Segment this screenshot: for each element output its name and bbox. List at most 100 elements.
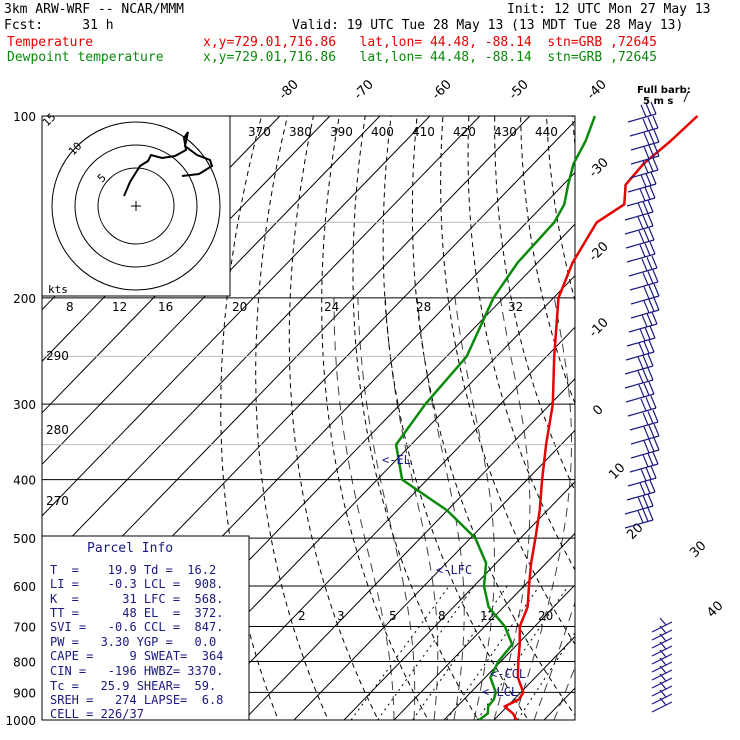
temperature-tick-label: -10 bbox=[586, 315, 612, 341]
wind-barb bbox=[629, 269, 659, 291]
wind-barb bbox=[659, 657, 667, 666]
mixing-ratio-label: 12 bbox=[480, 609, 495, 623]
wind-barb bbox=[651, 629, 673, 641]
mixing-ratio-label: 2 bbox=[298, 609, 306, 623]
isotherm bbox=[582, 103, 740, 733]
barb-legend-value: 5 m s bbox=[643, 96, 673, 107]
wind-barb bbox=[630, 297, 660, 319]
pressure-tick-label: 600 bbox=[13, 580, 36, 594]
mixing-ratio-line bbox=[350, 585, 450, 720]
temperature-tick-label: -50 bbox=[506, 77, 532, 103]
dewpoint-legend-label: Dewpoint temperature bbox=[7, 50, 164, 65]
wind-barb bbox=[625, 381, 655, 403]
wind-barb bbox=[651, 621, 673, 633]
isotherm bbox=[42, 116, 381, 466]
isotherm bbox=[42, 116, 431, 517]
dry-adiabat bbox=[352, 116, 479, 720]
wind-barb bbox=[626, 185, 656, 207]
wind-barb bbox=[630, 423, 660, 445]
wind-barb bbox=[651, 645, 673, 657]
moist-adiabat bbox=[533, 600, 575, 720]
wind-barb bbox=[630, 129, 660, 151]
pressure-tick-label: 900 bbox=[13, 686, 36, 700]
temperature-legend-label: Temperature bbox=[7, 35, 94, 50]
theta-label: 390 bbox=[330, 125, 353, 139]
plot-frame bbox=[41, 115, 576, 721]
temperature-tick-label: -30 bbox=[586, 155, 612, 181]
wind-barb bbox=[659, 681, 667, 690]
moist-adiabat-label: 32 bbox=[508, 300, 523, 314]
barb-legend-title: Full barb: bbox=[637, 85, 691, 96]
parcel-row: SVI = -0.6 CCL = 847. bbox=[50, 620, 223, 634]
pressure-tick-label: 700 bbox=[13, 620, 36, 634]
model-title: 3km ARW-WRF -- NCAR/MMM bbox=[4, 2, 185, 17]
hodograph: 5 10 15 kts bbox=[40, 111, 231, 297]
parcel-row: SREH = 274 LAPSE= 6.8 bbox=[50, 693, 223, 707]
dry-adiabat bbox=[255, 116, 329, 720]
temperature-tick-label: 20 bbox=[624, 521, 646, 543]
theta-label: 400 bbox=[371, 125, 394, 139]
moist-adiabat bbox=[454, 297, 495, 720]
sounding-profiles bbox=[394, 115, 699, 722]
isotherm bbox=[543, 687, 575, 720]
wind-barbs bbox=[624, 101, 673, 713]
dewpoint-profile bbox=[394, 115, 597, 722]
moist-adiabat-label: 24 bbox=[324, 300, 339, 314]
temperature-tick-label: 40 bbox=[704, 599, 726, 621]
temperature-tick-label: -20 bbox=[586, 239, 612, 265]
wind-barb bbox=[659, 697, 667, 706]
parcel-row: Tc = 25.9 SHEAR= 59. bbox=[50, 679, 216, 693]
dry-adiabat bbox=[520, 116, 575, 405]
hodo-speed-label: 8 bbox=[66, 300, 74, 314]
parcel-row: PW = 3.30 YGP = 0.0 bbox=[50, 635, 216, 649]
mixing-ratio-label: 20 bbox=[538, 609, 553, 623]
hodograph-trace bbox=[123, 131, 214, 197]
wind-barb bbox=[659, 649, 667, 658]
mixing-ratio-label: 5 bbox=[389, 609, 397, 623]
wind-barb bbox=[651, 677, 673, 689]
wind-barb bbox=[630, 437, 660, 459]
mixing-ratio-line bbox=[377, 585, 475, 720]
theta-label-left: 280 bbox=[46, 423, 69, 437]
isotherm bbox=[343, 481, 575, 720]
temperature-tick-label: -70 bbox=[351, 77, 377, 103]
dry-adiabat bbox=[321, 116, 429, 720]
isotherm bbox=[42, 116, 481, 569]
wind-barb bbox=[626, 325, 656, 347]
parcel-row: CELL = 226/37 bbox=[50, 707, 144, 721]
theta-label-left: 290 bbox=[46, 349, 69, 363]
wind-barb bbox=[628, 255, 658, 277]
dry-adiabat bbox=[650, 116, 740, 733]
dry-adiabat bbox=[571, 116, 575, 149]
wind-barb bbox=[659, 641, 667, 650]
wind-barb bbox=[625, 339, 655, 361]
moist-adiabat-lines bbox=[333, 297, 575, 720]
lfc-marker: <-LFC bbox=[436, 563, 472, 577]
parcel-row: T = 19.9 Td = 16.2 bbox=[50, 563, 216, 577]
wind-barb bbox=[624, 367, 654, 389]
wind-barb bbox=[659, 617, 667, 626]
dry-adiabat bbox=[624, 116, 740, 733]
moist-adiabat bbox=[416, 297, 465, 720]
pressure-tick-label: 1000 bbox=[5, 714, 36, 728]
wind-barb bbox=[629, 409, 659, 431]
parcel-row: TT = 48 EL = 372. bbox=[50, 606, 223, 620]
wind-barb bbox=[627, 171, 657, 193]
mixing-ratio-label: 8 bbox=[438, 609, 446, 623]
wind-barb bbox=[659, 633, 667, 642]
wind-barb bbox=[651, 693, 673, 705]
parcel-row: CAPE = 9 SWEAT= 364 bbox=[50, 649, 223, 663]
wind-barb bbox=[628, 311, 658, 333]
kts-label: kts bbox=[48, 283, 68, 296]
wind-barb bbox=[651, 685, 673, 697]
dry-adiabat bbox=[702, 116, 740, 733]
wind-barb bbox=[627, 465, 657, 487]
temperature-tick-label: -80 bbox=[276, 77, 302, 103]
theta-label: 370 bbox=[248, 125, 271, 139]
wind-barb bbox=[629, 115, 659, 137]
parcel-info-panel: Parcel Info T = 19.9 Td = 16.2 LI = -0.3… bbox=[41, 535, 250, 721]
dry-adiabat bbox=[676, 116, 740, 733]
moist-adiabat-label: 20 bbox=[232, 300, 247, 314]
hodo-ring-10 bbox=[74, 144, 198, 268]
isotherm bbox=[632, 103, 740, 733]
